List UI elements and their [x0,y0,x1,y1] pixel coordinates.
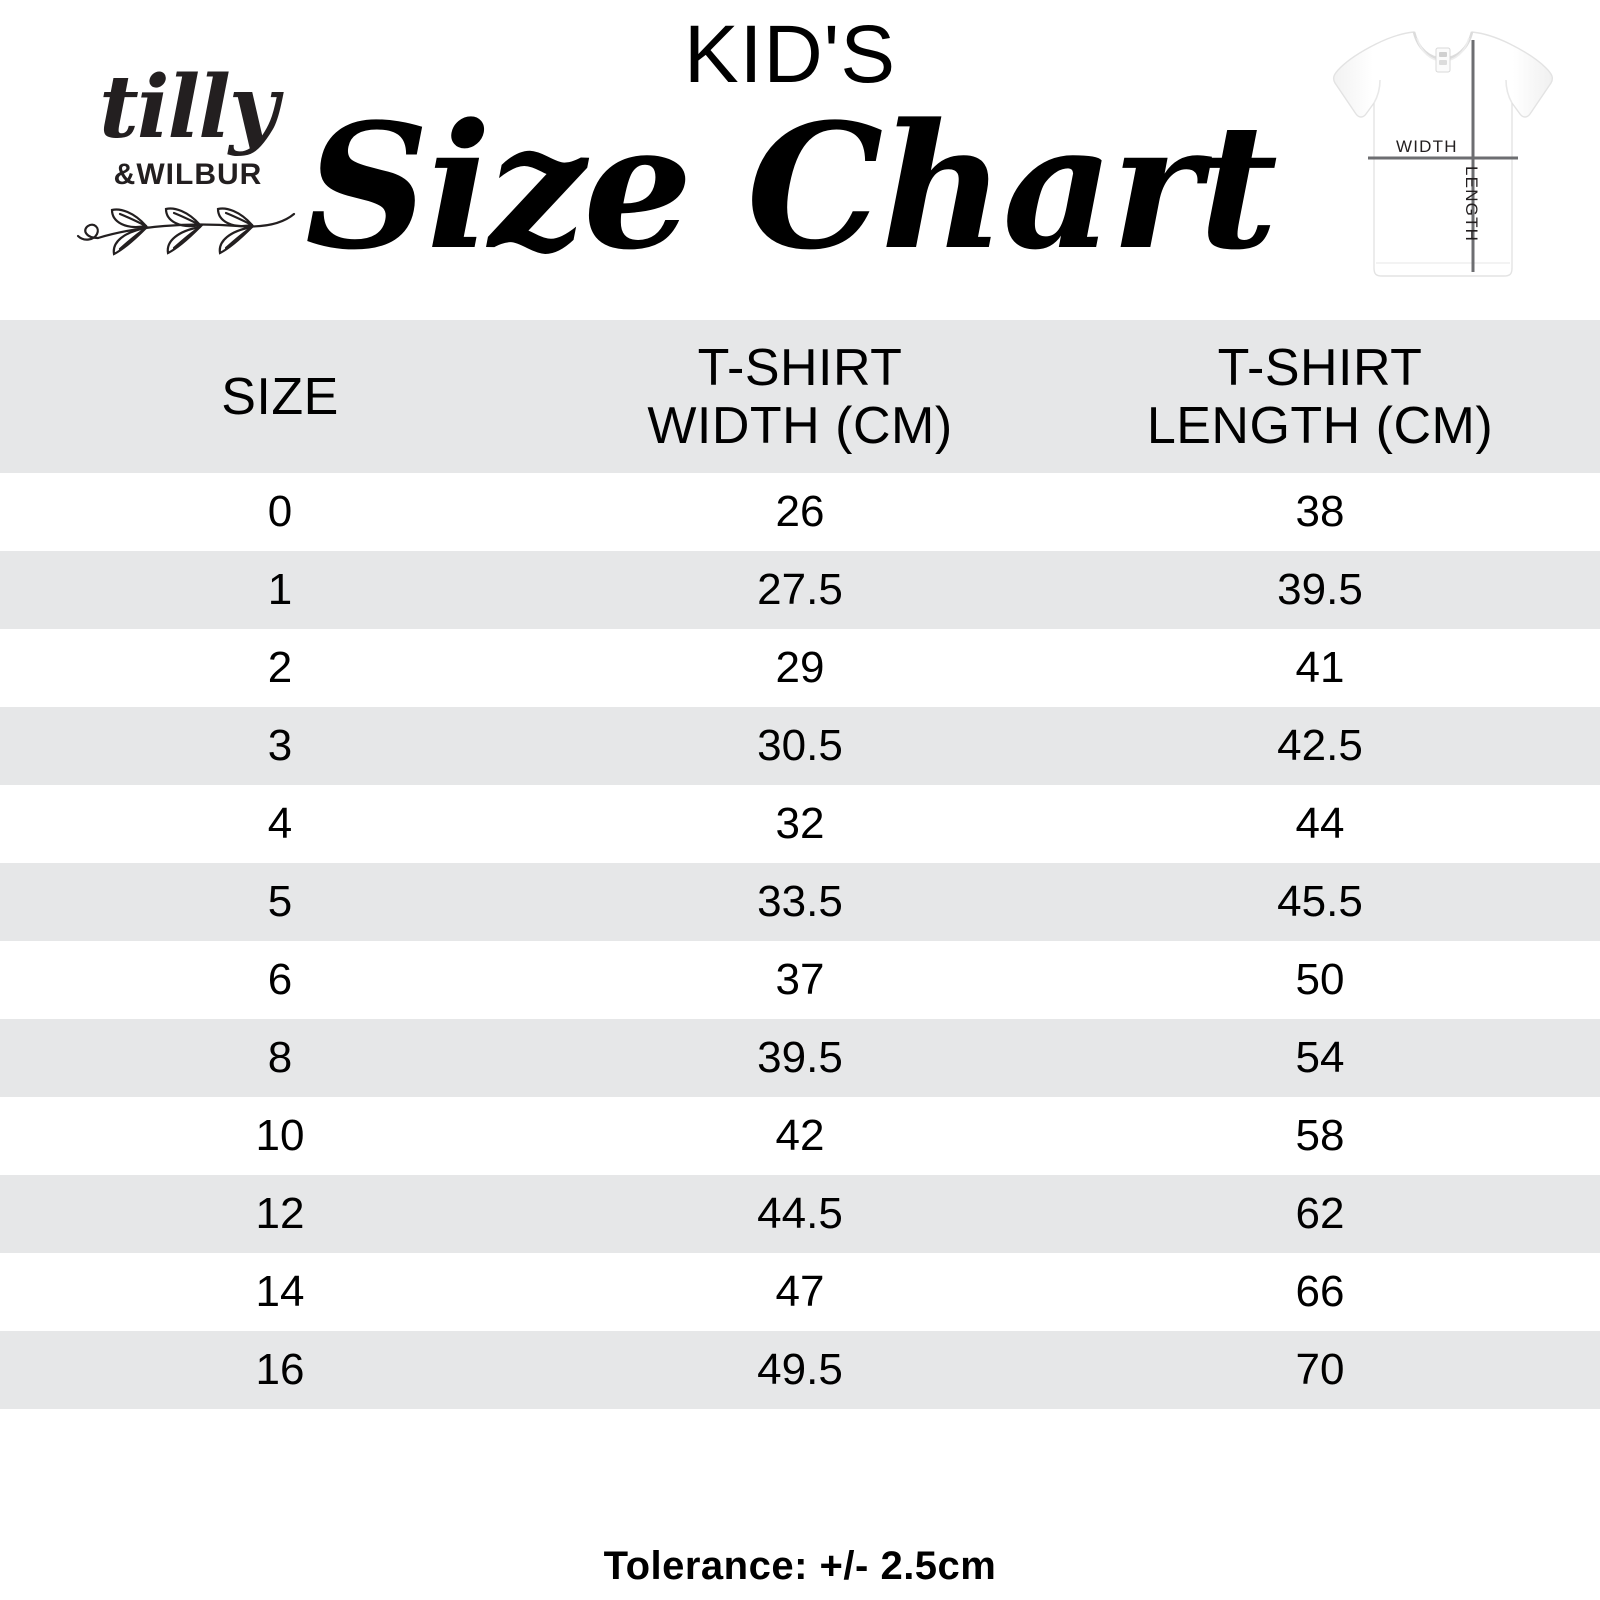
table-row: 6 37 50 [0,941,1600,1019]
cell-width: 26 [560,473,1040,551]
cell-length: 70 [1040,1331,1600,1409]
column-header-length-line2: LENGTH (CM) [1146,396,1494,455]
cell-length: 39.5 [1040,551,1600,629]
cell-width: 30.5 [560,707,1040,785]
cell-length: 62 [1040,1175,1600,1253]
page-eyebrow: KID'S [683,9,897,100]
cell-width: 33.5 [560,863,1040,941]
leaf-branch-icon [68,192,312,262]
cell-length: 50 [1040,941,1600,1019]
cell-size: 3 [0,707,560,785]
cell-width: 37 [560,941,1040,1019]
column-header-width-line2: WIDTH (CM) [647,396,953,455]
cell-size: 8 [0,1019,560,1097]
cell-length: 66 [1040,1253,1600,1331]
cell-size: 14 [0,1253,560,1331]
cell-size: 1 [0,551,560,629]
cell-size: 16 [0,1331,560,1409]
column-header-width: T-SHIRT WIDTH (CM) [560,320,1040,473]
page-title: Size Chart [304,85,1278,288]
table-row: 3 30.5 42.5 [0,707,1600,785]
cell-length: 44 [1040,785,1600,863]
column-header-width-line1: T-SHIRT [697,338,903,397]
cell-width: 44.5 [560,1175,1040,1253]
tshirt-measurement-diagram: WIDTH LENGTH [1318,18,1568,286]
svg-text:WIDTH: WIDTH [1396,137,1458,156]
cell-length: 58 [1040,1097,1600,1175]
cell-size: 10 [0,1097,560,1175]
tolerance-note: Tolerance: +/- 2.5cm [603,1544,997,1588]
cell-width: 49.5 [560,1331,1040,1409]
table-row: 0 26 38 [0,473,1600,551]
table-row: 4 32 44 [0,785,1600,863]
cell-width: 47 [560,1253,1040,1331]
cell-size: 0 [0,473,560,551]
table-header-row: SIZE T-SHIRT WIDTH (CM) T-SHIRT LENGTH (… [0,320,1600,473]
cell-length: 41 [1040,629,1600,707]
table-row: 12 44.5 62 [0,1175,1600,1253]
cell-size: 4 [0,785,560,863]
brand-logo: tilly &WILBUR [58,60,318,270]
cell-length: 54 [1040,1019,1600,1097]
column-header-length-line1: T-SHIRT [1217,338,1423,397]
cell-width: 42 [560,1097,1040,1175]
column-header-length: T-SHIRT LENGTH (CM) [1040,320,1600,473]
table-row: 10 42 58 [0,1097,1600,1175]
cell-length: 45.5 [1040,863,1600,941]
table-row: 14 47 66 [0,1253,1600,1331]
table-row: 1 27.5 39.5 [0,551,1600,629]
cell-size: 2 [0,629,560,707]
brand-sub-name: &WILBUR [113,158,263,191]
cell-width: 39.5 [560,1019,1040,1097]
brand-script-name: tilly [99,57,279,158]
table-row: 8 39.5 54 [0,1019,1600,1097]
cell-length: 38 [1040,473,1600,551]
cell-width: 32 [560,785,1040,863]
cell-size: 12 [0,1175,560,1253]
table-row: 2 29 41 [0,629,1600,707]
table-row: 5 33.5 45.5 [0,863,1600,941]
svg-text:LENGTH: LENGTH [1462,166,1481,242]
cell-size: 6 [0,941,560,1019]
column-header-size: SIZE [0,320,560,473]
cell-width: 29 [560,629,1040,707]
cell-width: 27.5 [560,551,1040,629]
cell-length: 42.5 [1040,707,1600,785]
size-chart-table: SIZE T-SHIRT WIDTH (CM) T-SHIRT LENGTH (… [0,320,1600,1409]
table-body: 0 26 38 1 27.5 39.5 2 29 41 3 30.5 42.5 4 32 44 5 33.5 45… [0,473,1600,1409]
chart-header: tilly &WILBUR [0,0,1600,320]
table-row: 16 49.5 70 [0,1331,1600,1409]
cell-size: 5 [0,863,560,941]
column-header-size-label: SIZE [221,367,339,426]
